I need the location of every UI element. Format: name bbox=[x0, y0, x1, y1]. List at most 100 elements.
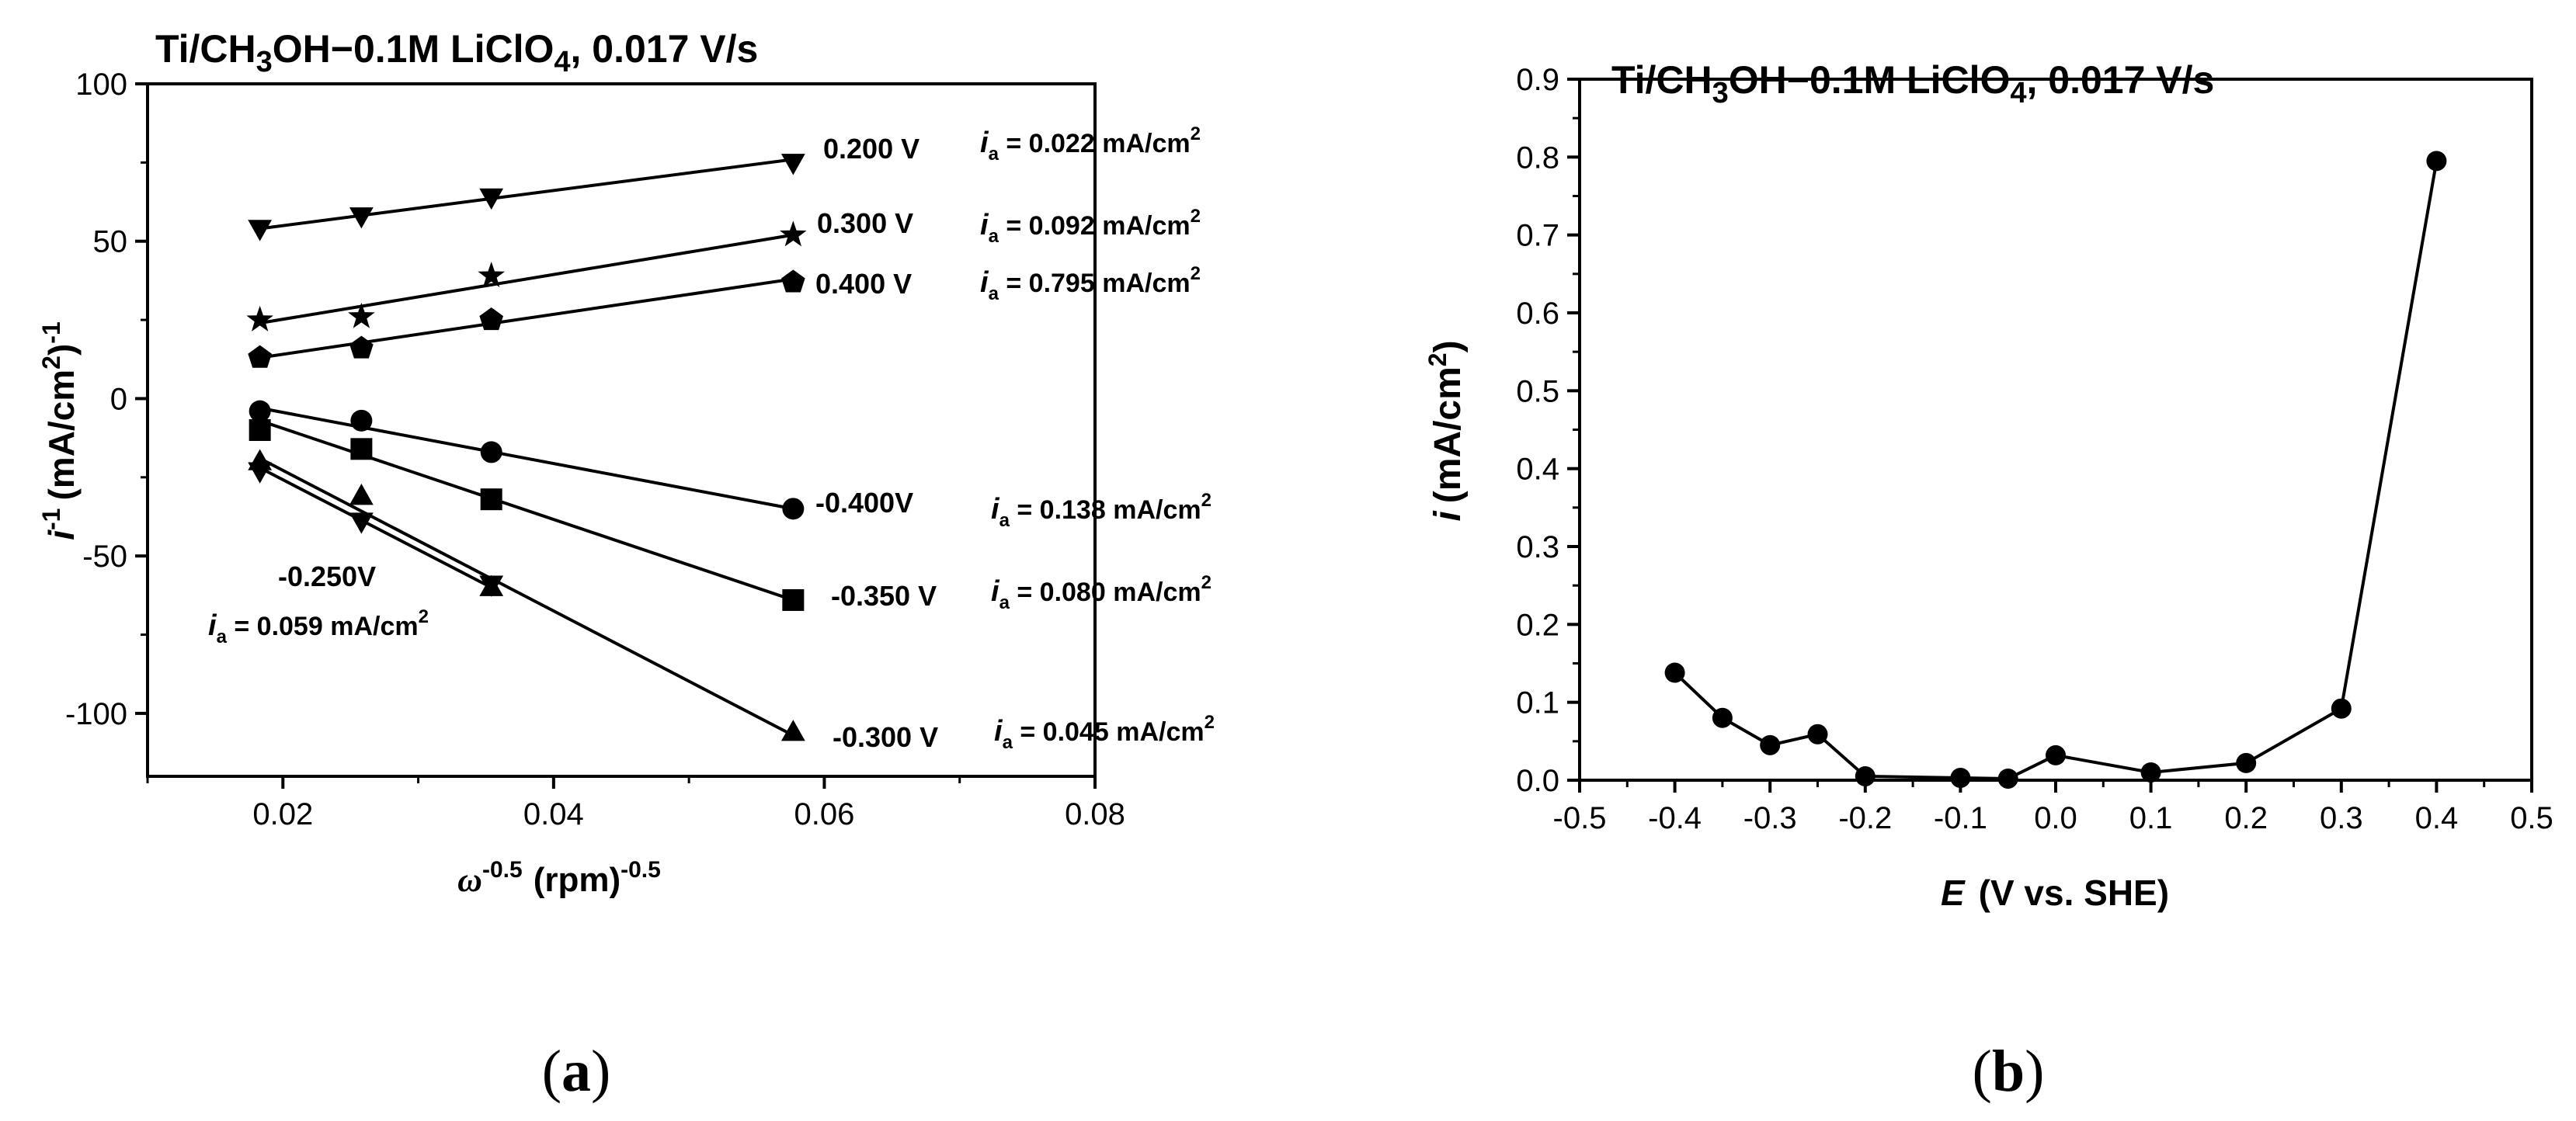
data-point-6-2 bbox=[479, 575, 504, 597]
data-point-11 bbox=[2426, 151, 2447, 172]
ia-0200: ia = 0.022 mA/cm2 bbox=[980, 123, 1201, 165]
data-point-0-3 bbox=[780, 154, 805, 175]
chart-a-ytick-label: 0 bbox=[110, 382, 127, 416]
fit-line-1 bbox=[259, 233, 794, 325]
chart-a-xtick-label: 0.08 bbox=[1065, 797, 1125, 831]
data-point-0-2 bbox=[479, 188, 504, 210]
panel-label-a: (a) bbox=[542, 1039, 611, 1104]
data-point-9 bbox=[2236, 752, 2257, 773]
data-point-10 bbox=[2331, 698, 2352, 719]
chart-b-ylabel: i(mA/cm2) bbox=[1424, 340, 1469, 521]
data-point-2 bbox=[1760, 734, 1781, 755]
chart-b-xtick-label: -0.4 bbox=[1648, 801, 1702, 835]
label-0300: 0.300 V bbox=[817, 207, 913, 239]
chart-b-title: Ti/CH3OH−0.1M LiClO4, 0.017 V/s bbox=[1611, 58, 2214, 109]
ia-m0300: ia = 0.045 mA/cm2 bbox=[994, 712, 1215, 753]
chart-b-xticks: -0.5 -0.4 -0.3 -0.2 -0.1 0.0 0.1 0.2 0.3 0.4 0.5 bbox=[1553, 780, 2553, 835]
data-point-2-1 bbox=[349, 335, 374, 359]
data-point-8 bbox=[2140, 762, 2161, 783]
panel-label-b: (b) bbox=[1973, 1039, 2045, 1104]
label-0200: 0.200 V bbox=[823, 133, 920, 165]
data-point-4-2 bbox=[480, 488, 502, 511]
chart-b-ytick-label: 0.9 bbox=[1516, 63, 1559, 97]
chart-a-ytick-label: 100 bbox=[75, 68, 127, 102]
chart-a-xtick-label: 0.02 bbox=[252, 797, 313, 831]
chart-a: 0.02 0.04 0.06 0.08 -100 -50 0 50 100 Ti/CH3OH−… bbox=[37, 27, 1215, 899]
chart-b-ytick-label: 0.6 bbox=[1516, 297, 1559, 331]
data-point-1-2 bbox=[478, 262, 505, 288]
data-point-5-3 bbox=[780, 720, 805, 741]
chart-a-ytick-label: 50 bbox=[93, 225, 128, 259]
data-point-1-3 bbox=[780, 220, 807, 247]
label-m0300: -0.300 V bbox=[833, 721, 938, 753]
chart-b-markers bbox=[1664, 151, 2447, 789]
chart-a-xlabel: ω-0.5 (rpm)-0.5 bbox=[457, 857, 661, 899]
data-point-5 bbox=[1950, 767, 1971, 788]
chart-b-ytick-label: 0.0 bbox=[1516, 764, 1559, 798]
chart-b-ytick-label: 0.5 bbox=[1516, 374, 1559, 408]
fit-line-6 bbox=[259, 466, 492, 589]
label-m0250: -0.250V bbox=[278, 560, 376, 592]
chart-b-xtick-label: -0.3 bbox=[1743, 801, 1797, 835]
chart-b-ytick-label: 0.4 bbox=[1516, 453, 1559, 487]
label-0400: 0.400 V bbox=[815, 268, 912, 300]
data-point-1-0 bbox=[246, 305, 273, 331]
chart-b-xtick-label: -0.5 bbox=[1553, 801, 1607, 835]
chart-b-ytick-label: 0.3 bbox=[1516, 530, 1559, 564]
chart-b-xtick-label: -0.1 bbox=[1934, 801, 1987, 835]
data-point-5-1 bbox=[349, 484, 374, 505]
chart-b-xtick-label: 0.2 bbox=[2224, 801, 2268, 835]
data-point-3-3 bbox=[782, 498, 805, 520]
chart-a-frame bbox=[146, 82, 1097, 778]
chart-b-xtick-label: 0.0 bbox=[2034, 801, 2077, 835]
data-point-6 bbox=[1997, 768, 2018, 789]
data-point-2-3 bbox=[781, 269, 805, 293]
chart-a-ylabel: i-1(mA/cm2)-1 bbox=[37, 321, 82, 540]
fit-line-5 bbox=[259, 456, 794, 738]
ia-m0350: ia = 0.080 mA/cm2 bbox=[991, 572, 1212, 613]
chart-b-ytick-label: 0.1 bbox=[1516, 686, 1559, 720]
ia-0300: ia = 0.092 mA/cm2 bbox=[980, 206, 1201, 247]
chart-a-yticks: -100 -50 0 50 100 bbox=[65, 68, 148, 731]
chart-a-xtick-label: 0.06 bbox=[794, 797, 854, 831]
fit-line-3 bbox=[259, 406, 794, 511]
chart-b-ytick-label: 0.7 bbox=[1516, 219, 1559, 253]
chart-b-ytick-label: 0.2 bbox=[1516, 608, 1559, 642]
ia-m0250: ia = 0.059 mA/cm2 bbox=[208, 606, 429, 647]
chart-b-xtick-label: 0.5 bbox=[2510, 801, 2553, 835]
data-point-3-2 bbox=[480, 441, 502, 463]
chart-b-xtick-label: 0.4 bbox=[2415, 801, 2459, 835]
chart-b-xlabel: E (V vs. SHE) bbox=[1941, 873, 2169, 913]
chart-b-yticks: 0.0 0.1 0.2 0.3 0.4 0.5 0.6 0.7 0.8 0.9 bbox=[1516, 63, 1580, 798]
data-point-6-0 bbox=[248, 462, 273, 484]
chart-a-fit-lines bbox=[259, 158, 794, 738]
data-point-2-0 bbox=[248, 345, 272, 368]
data-point-0-0 bbox=[248, 220, 273, 241]
label-m0400: -0.400V bbox=[815, 487, 913, 519]
data-point-2-2 bbox=[479, 307, 503, 331]
data-point-0 bbox=[1664, 662, 1685, 683]
data-point-4-3 bbox=[782, 588, 805, 611]
data-point-0-1 bbox=[349, 207, 374, 229]
chart-b-series-line bbox=[1674, 161, 2439, 781]
chart-a-xtick-label: 0.04 bbox=[523, 797, 584, 831]
data-point-3 bbox=[1807, 724, 1828, 744]
chart-a-ytick-label: -50 bbox=[82, 540, 127, 574]
fit-line-2 bbox=[259, 277, 794, 359]
chart-a-title: Ti/CH3OH−0.1M LiClO4, 0.017 V/s bbox=[155, 27, 758, 78]
chart-a-ytick-label: -100 bbox=[65, 697, 127, 731]
fit-line-0 bbox=[259, 158, 794, 231]
chart-b: -0.5 -0.4 -0.3 -0.2 -0.1 0.0 0.1 0.2 0.3 0.4 0.5 0… bbox=[1424, 58, 2553, 913]
chart-b-xtick-label: -0.2 bbox=[1838, 801, 1892, 835]
data-point-4-1 bbox=[350, 438, 373, 460]
chart-a-xticks: 0.02 0.04 0.06 0.08 bbox=[146, 776, 1125, 831]
data-point-4-0 bbox=[249, 419, 271, 441]
chart-b-ytick-label: 0.8 bbox=[1516, 141, 1559, 175]
label-m0350: -0.350 V bbox=[831, 580, 937, 612]
chart-b-xtick-label: 0.3 bbox=[2320, 801, 2363, 835]
fit-line-4 bbox=[259, 418, 794, 602]
chart-a-markers bbox=[246, 154, 807, 741]
data-point-4 bbox=[1855, 765, 1876, 786]
series-line bbox=[1674, 161, 2439, 781]
